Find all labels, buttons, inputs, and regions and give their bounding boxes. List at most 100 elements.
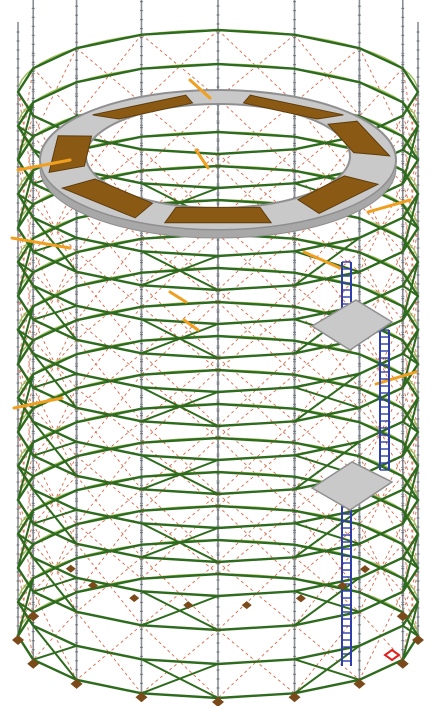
dashed-brace <box>294 34 360 117</box>
base-plate-icon <box>27 658 40 669</box>
cross-brace <box>294 522 360 545</box>
orange-tie-tube <box>194 148 210 170</box>
dashed-brace <box>76 475 142 558</box>
cross-brace <box>32 285 78 341</box>
dashed-brace <box>76 611 142 694</box>
dashed-brace <box>294 203 360 286</box>
dashed-brace <box>76 510 142 593</box>
dashed-brace <box>402 91 419 137</box>
dashed-brace <box>76 306 142 389</box>
orange-tie-tube <box>168 290 188 304</box>
base-plate-icon <box>129 594 140 603</box>
ledger-ring <box>16 28 420 156</box>
dashed-brace <box>76 34 142 117</box>
base-plate-icon <box>212 697 224 706</box>
dashed-brace <box>17 387 34 433</box>
cross-brace <box>402 148 419 161</box>
dashed-brace <box>402 431 419 477</box>
cross-brace <box>294 386 360 409</box>
deck-board <box>163 206 273 224</box>
orange-tie-tube <box>188 78 212 100</box>
top-ring-deck-group <box>38 89 398 239</box>
base-plate-icon <box>70 678 83 689</box>
cross-brace <box>402 488 419 501</box>
dashed-brace <box>402 183 419 229</box>
dashed-brace <box>17 523 34 569</box>
deck-board <box>60 178 154 219</box>
base-plate-icon <box>241 601 252 610</box>
base-plate-icon <box>412 635 424 645</box>
base-plate-icon <box>65 564 76 573</box>
dashed-brace <box>294 374 360 457</box>
cross-brace <box>141 658 219 699</box>
base-plate-icon <box>360 565 371 574</box>
ledger-ring <box>16 198 420 326</box>
dashed-brace <box>17 115 34 161</box>
dashed-brace <box>402 387 419 433</box>
deck-board <box>296 175 380 214</box>
top-deck-edge <box>39 159 397 239</box>
base-plate-icon <box>12 635 24 645</box>
dashed-brace <box>402 319 419 365</box>
deck-board <box>242 94 344 120</box>
dashed-brace <box>17 363 34 409</box>
ledger-ring <box>16 538 420 666</box>
cross-brace <box>402 284 419 297</box>
cross-brace <box>402 556 419 569</box>
orange-tie-tube <box>302 250 342 270</box>
dashed-brace <box>76 203 142 286</box>
ledger-ring <box>16 470 420 598</box>
landing-platforms-group <box>310 299 394 511</box>
orange-tie-tube <box>374 370 418 386</box>
landing-platform <box>310 299 394 351</box>
dashed-brace <box>294 306 360 389</box>
dashed-brace <box>17 591 34 637</box>
base-plate-icon <box>353 678 366 689</box>
base-plate-icon <box>87 581 98 590</box>
cross-brace <box>402 352 419 365</box>
dashed-brace <box>17 159 34 205</box>
orange-tie-tubes-group <box>10 78 418 410</box>
cross-brace <box>32 625 78 681</box>
cross-brace <box>402 216 419 229</box>
dashed-brace <box>76 543 142 626</box>
dashed-brace <box>17 251 34 297</box>
orange-tie-tube <box>16 158 72 172</box>
dashed-brace <box>294 611 360 694</box>
dashed-brace <box>17 455 34 501</box>
ledger-ring <box>16 402 420 530</box>
base-plate-icon <box>288 692 301 703</box>
dashed-brace <box>294 170 360 253</box>
dashed-brace <box>294 407 360 490</box>
cross-brace <box>32 353 78 409</box>
dashed-brace <box>402 295 419 341</box>
orange-tie-tube <box>366 198 412 214</box>
dashed-brace <box>402 499 419 545</box>
dashed-brace <box>294 442 360 525</box>
support-marker-icon <box>383 648 401 662</box>
dashed-brace <box>402 523 419 569</box>
dashed-brace <box>294 271 360 354</box>
dashed-brace <box>76 407 142 490</box>
orange-tie-tube <box>10 236 72 250</box>
cross-brace <box>141 590 219 631</box>
dashed-brace <box>402 227 419 273</box>
landing-platform <box>310 461 394 511</box>
dashed-brace <box>294 510 360 593</box>
dashed-brace <box>402 591 419 637</box>
dashed-brace <box>402 567 419 613</box>
ledger-ring <box>16 130 420 258</box>
dashed-brace <box>294 475 360 558</box>
dashed-brace <box>17 431 34 477</box>
cross-brace <box>294 590 360 613</box>
dashed-brace <box>17 227 34 273</box>
base-plate-icon <box>183 601 194 610</box>
orange-tie-tube <box>182 318 200 332</box>
dashed-brace <box>294 543 360 626</box>
dashed-brace <box>402 455 419 501</box>
dashed-brace <box>76 271 142 354</box>
dashed-brace <box>76 442 142 525</box>
ledger-ring <box>16 164 420 292</box>
